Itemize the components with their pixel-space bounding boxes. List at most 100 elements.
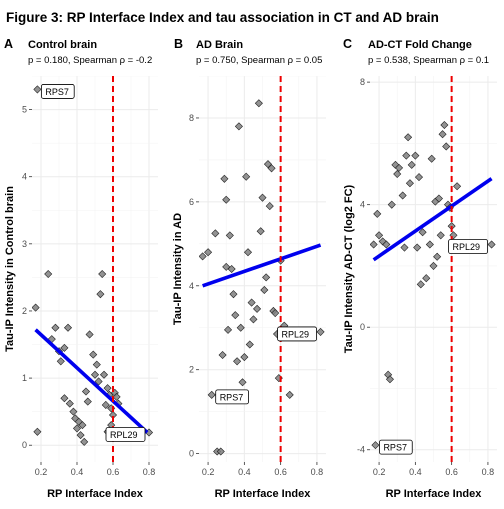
x-tick-label: 0.2	[202, 467, 215, 477]
x-tick-label: 0.8	[143, 467, 156, 477]
y-tick-label: 4	[360, 200, 365, 210]
y-tick-label: 5	[22, 105, 27, 115]
x-tick-label: 0.4	[238, 467, 251, 477]
data-point	[65, 399, 74, 408]
data-point	[285, 390, 294, 399]
y-tick-label: 4	[22, 172, 27, 182]
panel-a: A Control brain p = 0.180, Spearman ρ = -0…	[4, 37, 158, 500]
panel-title: AD Brain	[196, 39, 243, 51]
data-point	[98, 270, 107, 279]
data-point	[416, 280, 425, 289]
panel-title: AD-CT Fold Change	[368, 39, 472, 51]
data-point	[32, 303, 40, 312]
data-point	[207, 390, 216, 399]
data-point	[382, 240, 391, 249]
point-label-box	[277, 326, 317, 342]
data-point	[414, 173, 424, 182]
data-point	[440, 120, 449, 130]
data-point	[405, 179, 414, 188]
data-point	[247, 298, 256, 307]
data-point	[418, 228, 427, 237]
data-point	[253, 304, 262, 313]
panel-letter: B	[174, 37, 183, 51]
data-point	[60, 343, 69, 352]
data-point	[216, 447, 225, 456]
data-point	[240, 353, 249, 362]
panel-letter: A	[4, 37, 13, 51]
data-point	[89, 350, 98, 359]
y-axis-label: Tau-IP Intensity AD-CT (log2 FC)	[343, 184, 355, 353]
x-tick-label: 0.6	[274, 467, 287, 477]
data-point	[387, 200, 396, 209]
data-point	[96, 290, 105, 299]
x-tick-label: 0.8	[482, 467, 495, 477]
data-point	[260, 285, 269, 295]
data-point	[225, 231, 234, 240]
x-axis-label: RP Interface Index	[386, 488, 483, 500]
x-tick-label: 0.8	[311, 467, 324, 477]
data-point	[271, 309, 280, 318]
data-point	[224, 325, 233, 334]
data-point	[81, 387, 91, 396]
data-point	[395, 163, 404, 172]
point-label-box	[379, 439, 413, 455]
y-tick-label: 6	[189, 197, 194, 207]
data-point	[256, 227, 265, 236]
data-point	[78, 421, 87, 430]
data-point	[316, 327, 325, 336]
data-point	[94, 377, 103, 386]
data-point	[434, 194, 443, 203]
data-point	[234, 122, 243, 131]
point-label: RPL29	[282, 329, 310, 339]
data-point	[220, 174, 229, 183]
panel-title: Control brain	[28, 39, 97, 51]
data-point	[76, 431, 85, 440]
data-point	[218, 350, 227, 360]
data-point	[33, 427, 42, 436]
data-point	[375, 231, 384, 240]
data-point	[80, 437, 89, 446]
y-tick-label: 8	[189, 113, 194, 123]
figure-title: Figure 3: RP Interface Index and tau ass…	[6, 10, 439, 25]
point-label: RPL29	[453, 242, 481, 252]
data-point	[56, 357, 65, 366]
x-tick-label: 0.6	[107, 467, 120, 477]
data-point	[231, 311, 240, 320]
data-point	[238, 378, 247, 387]
y-axis-label: Tau-IP Intensity in Control brain	[4, 186, 16, 352]
data-point	[222, 195, 231, 204]
panel-subtitle: p = 0.180, Spearman ρ = -0.2	[28, 55, 152, 66]
data-point	[245, 340, 254, 349]
data-point	[436, 231, 445, 240]
point-label-box	[41, 84, 75, 99]
y-tick-label: -4	[357, 445, 365, 455]
data-point	[229, 290, 238, 299]
y-tick-label: 3	[22, 239, 27, 249]
data-point	[85, 330, 94, 339]
data-point	[449, 231, 458, 240]
data-point	[425, 240, 434, 249]
data-point	[249, 315, 258, 324]
data-point	[103, 384, 112, 393]
panel-b: B AD Brain p = 0.750, Spearman ρ = 0.05 0.2…	[172, 37, 326, 500]
data-point	[92, 360, 101, 369]
data-point	[60, 394, 69, 403]
data-point	[227, 264, 236, 274]
data-point	[402, 151, 411, 160]
plot-marks	[199, 76, 325, 462]
data-point	[72, 424, 82, 433]
y-tick-label: 0	[189, 449, 194, 459]
data-point	[398, 191, 407, 200]
data-point	[391, 160, 400, 169]
data-point	[400, 243, 409, 252]
y-tick-label: 2	[189, 365, 194, 375]
data-point	[433, 252, 442, 261]
y-tick-label: 0	[22, 440, 27, 450]
x-tick-label: 0.2	[373, 467, 386, 477]
x-axis-label: RP Interface Index	[215, 488, 312, 500]
data-point	[211, 229, 220, 238]
x-tick-label: 0.4	[71, 467, 84, 477]
x-axis-label: RP Interface Index	[47, 488, 144, 500]
data-point	[263, 160, 272, 169]
point-label-box	[105, 427, 146, 442]
